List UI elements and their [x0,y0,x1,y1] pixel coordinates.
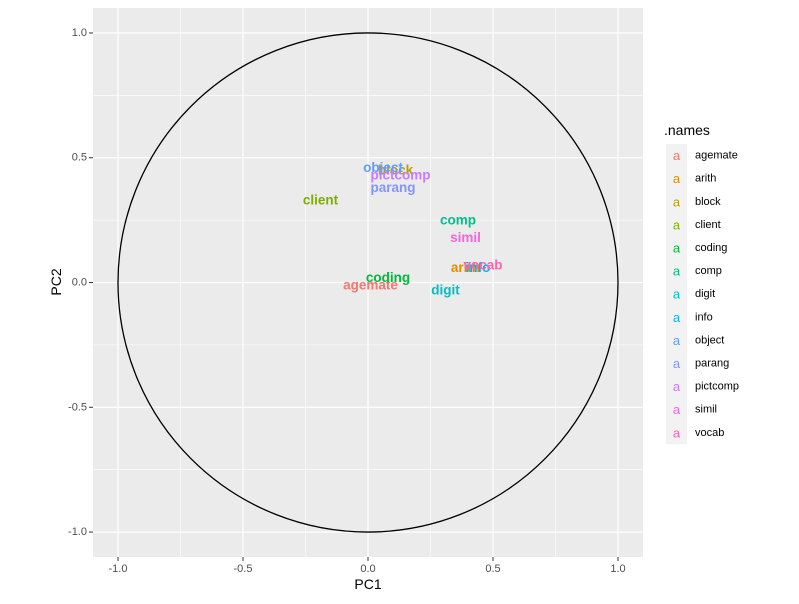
legend: .names a agemate a arith a block a client a codin… [664,122,739,445]
legend-label-info: info [695,311,713,323]
legend-key-glyph: a [673,194,681,209]
legend-title: .names [664,122,710,138]
legend-key-glyph: a [673,240,681,255]
point-labels-layer: agemate arith block client coding comp digitin… [303,160,503,297]
y-axis-title: PC2 [48,268,64,295]
legend-label-arith: arith [695,173,716,185]
y-axis: -1.0 -0.5 0.0 0.5 1.0 [68,27,93,538]
y-tick-label: 1.0 [72,27,87,39]
legend-items: a agemate a arith a block a client a coding a comp a… [666,144,739,445]
x-tick-label: 1.0 [610,563,625,575]
legend-key-glyph: a [673,425,681,440]
legend-label-comp: comp [695,265,722,277]
point-label-simil: simil [450,230,481,245]
legend-label-vocab: vocab [695,427,724,439]
y-tick-label: -0.5 [68,401,87,413]
point-label-digit: digit [431,282,460,297]
legend-key-glyph: a [673,148,681,163]
legend-label-pictcomp: pictcomp [695,381,739,393]
legend-key-glyph: a [673,356,681,371]
point-label-comp: comp [440,213,476,228]
legend-key-glyph: a [673,287,681,302]
legend-label-parang: parang [695,357,729,369]
unit-circle [117,32,619,533]
legend-label-agemate: agemate [695,150,738,162]
legend-label-digit: digit [695,288,715,300]
legend-key-glyph: a [673,217,681,232]
point-label-vocab: vocab [463,258,502,273]
point-label-pictcomp: pictcomp [370,168,430,183]
legend-key-glyph: a [673,379,681,394]
reference-circle-layer [117,32,619,533]
x-tick-label: 0.5 [485,563,500,575]
x-tick-label: 0.0 [360,563,375,575]
x-tick-label: -1.0 [109,563,128,575]
legend-key-glyph: a [673,171,681,186]
point-label-object: object [363,160,403,175]
y-tick-label: 0.0 [72,277,87,289]
x-axis-title: PC1 [354,576,381,592]
x-axis: -1.0 -0.5 0.0 0.5 1.0 [109,557,626,575]
y-tick-label: 0.5 [72,152,87,164]
legend-label-object: object [695,334,724,346]
legend-label-block: block [695,196,721,208]
point-label-arith: arith [451,260,480,275]
legend-key-glyph: a [673,402,681,417]
point-label-block: block [378,163,414,178]
legend-key-background [666,144,687,445]
y-tick-label: -1.0 [68,526,87,538]
point-label-info: info [466,260,491,275]
point-label-client: client [303,193,339,208]
point-label-parang: parang [370,180,415,195]
legend-label-coding: coding [695,242,727,254]
point-label-agemate: agemate [343,277,398,292]
legend-key-glyph: a [673,333,681,348]
legend-label-client: client [695,219,721,231]
legend-key-glyph: a [673,310,681,325]
legend-label-simil: simil [695,404,717,416]
x-tick-label: -0.5 [234,563,253,575]
legend-key-glyph: a [673,264,681,279]
point-label-coding: coding [366,270,410,285]
